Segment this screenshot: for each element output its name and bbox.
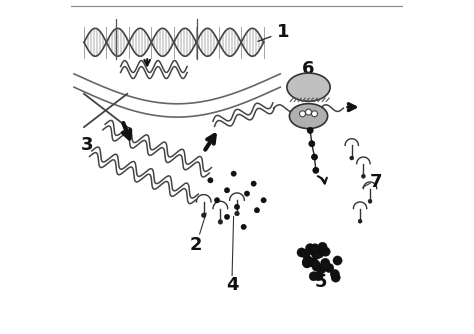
- Circle shape: [302, 259, 312, 268]
- Circle shape: [320, 262, 329, 271]
- Circle shape: [307, 127, 313, 133]
- Circle shape: [231, 171, 237, 176]
- Circle shape: [305, 243, 315, 253]
- Circle shape: [301, 249, 310, 259]
- Circle shape: [311, 111, 318, 117]
- Circle shape: [309, 272, 319, 281]
- Circle shape: [208, 178, 213, 183]
- Circle shape: [254, 207, 260, 213]
- Circle shape: [302, 258, 311, 267]
- Circle shape: [235, 211, 239, 216]
- Circle shape: [309, 258, 318, 267]
- Circle shape: [218, 219, 223, 224]
- Circle shape: [309, 141, 315, 147]
- Ellipse shape: [290, 104, 328, 129]
- Circle shape: [309, 246, 318, 255]
- Ellipse shape: [287, 73, 330, 101]
- Text: 1: 1: [277, 23, 290, 41]
- Circle shape: [305, 257, 314, 267]
- Circle shape: [318, 242, 327, 252]
- Circle shape: [311, 250, 321, 259]
- Circle shape: [321, 247, 330, 257]
- Circle shape: [312, 262, 321, 271]
- Circle shape: [333, 256, 342, 265]
- Circle shape: [214, 198, 220, 203]
- Circle shape: [224, 188, 230, 193]
- Circle shape: [317, 265, 326, 274]
- Circle shape: [303, 256, 312, 265]
- Circle shape: [350, 156, 354, 160]
- Circle shape: [361, 174, 365, 178]
- Circle shape: [241, 224, 246, 229]
- Text: 7: 7: [370, 173, 383, 191]
- Circle shape: [300, 111, 306, 117]
- Circle shape: [244, 191, 250, 196]
- Circle shape: [310, 243, 319, 253]
- Circle shape: [251, 181, 256, 186]
- Circle shape: [313, 167, 319, 173]
- Circle shape: [314, 271, 323, 281]
- Circle shape: [325, 263, 334, 273]
- Circle shape: [320, 258, 330, 268]
- Circle shape: [311, 154, 318, 160]
- Circle shape: [358, 219, 362, 223]
- Circle shape: [234, 204, 240, 209]
- Circle shape: [201, 213, 206, 217]
- Circle shape: [368, 199, 372, 203]
- Circle shape: [306, 109, 311, 115]
- Circle shape: [261, 198, 266, 203]
- Circle shape: [224, 214, 230, 219]
- Text: 3: 3: [81, 136, 93, 154]
- Circle shape: [331, 273, 340, 282]
- Circle shape: [297, 248, 306, 257]
- Circle shape: [312, 250, 321, 259]
- Circle shape: [315, 249, 324, 258]
- Circle shape: [330, 269, 339, 279]
- Text: 6: 6: [302, 60, 315, 78]
- Circle shape: [311, 260, 320, 269]
- Text: 5: 5: [315, 273, 327, 291]
- Text: 4: 4: [226, 276, 238, 294]
- Text: 2: 2: [189, 236, 201, 254]
